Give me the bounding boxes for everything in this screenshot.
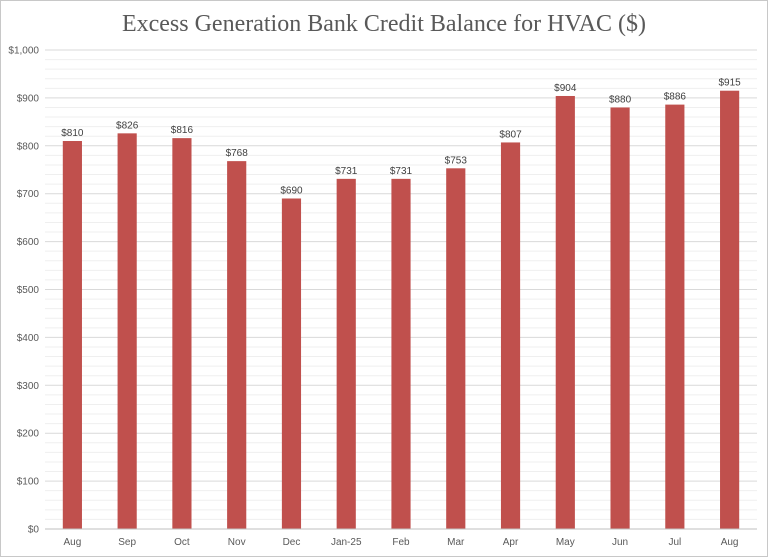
bar: [555, 95, 575, 529]
bar: [62, 141, 82, 529]
y-tick-label: $600: [17, 237, 40, 248]
x-tick-label: Mar: [447, 537, 465, 548]
data-label: $768: [226, 148, 249, 159]
bar: [446, 168, 466, 530]
x-tick-label: Sep: [118, 537, 136, 548]
bar: [281, 198, 302, 530]
bar: [610, 107, 630, 529]
data-label: $731: [390, 166, 413, 177]
data-label: $690: [280, 185, 303, 196]
x-axis: Aug Sep Oct Nov Dec Jan-25 Feb Mar Apr May Jun Jul A…: [45, 528, 757, 548]
data-label: $904: [554, 83, 577, 94]
data-label: $826: [116, 120, 139, 131]
x-tick-label: Feb: [392, 537, 410, 548]
x-tick-label: Jun: [612, 537, 628, 548]
bar: [665, 104, 685, 529]
x-tick-label: May: [556, 537, 575, 548]
y-tick-label: $200: [17, 429, 40, 440]
data-label: $810: [61, 128, 84, 139]
y-tick-label: $900: [17, 93, 40, 104]
bar: [227, 161, 247, 530]
data-label: $816: [171, 125, 194, 136]
x-tick-label: Jul: [668, 537, 681, 548]
data-label: $753: [445, 155, 468, 166]
y-tick-label: $0: [28, 525, 40, 536]
y-tick-label: $300: [17, 381, 40, 392]
data-label: $886: [664, 92, 687, 103]
bar: [500, 142, 521, 529]
bar: [720, 90, 740, 529]
data-label: $807: [499, 129, 522, 140]
bar: [336, 178, 356, 529]
bars: [62, 90, 740, 530]
bar: [117, 133, 137, 529]
y-axis: $0 $100 $200 $300 $400 $500 $600 $700 $800 $900 $1…: [8, 46, 39, 536]
y-tick-label: $700: [17, 189, 40, 200]
x-tick-label: Aug: [63, 537, 81, 548]
data-label: $731: [335, 166, 358, 177]
x-tick-label: Apr: [503, 537, 519, 548]
data-labels: $810 $826 $816 $768 $690 $731 $731 $753 $807 $904…: [61, 78, 741, 197]
y-tick-label: $400: [17, 333, 40, 344]
bar: [172, 138, 192, 530]
bar: [391, 178, 411, 529]
x-tick-label: Oct: [174, 537, 190, 548]
x-tick-label: Nov: [228, 537, 246, 548]
x-tick-label: Aug: [721, 537, 739, 548]
y-tick-label: $500: [17, 285, 40, 296]
x-tick-label: Jan-25: [331, 537, 362, 548]
y-tick-label: $100: [17, 477, 40, 488]
data-label: $915: [718, 78, 741, 89]
y-tick-label: $1,000: [8, 46, 39, 57]
y-tick-label: $800: [17, 141, 40, 152]
data-label: $880: [609, 94, 632, 105]
chart-title: Excess Generation Bank Credit Balance fo…: [121, 11, 647, 37]
x-tick-label: Dec: [283, 537, 301, 548]
